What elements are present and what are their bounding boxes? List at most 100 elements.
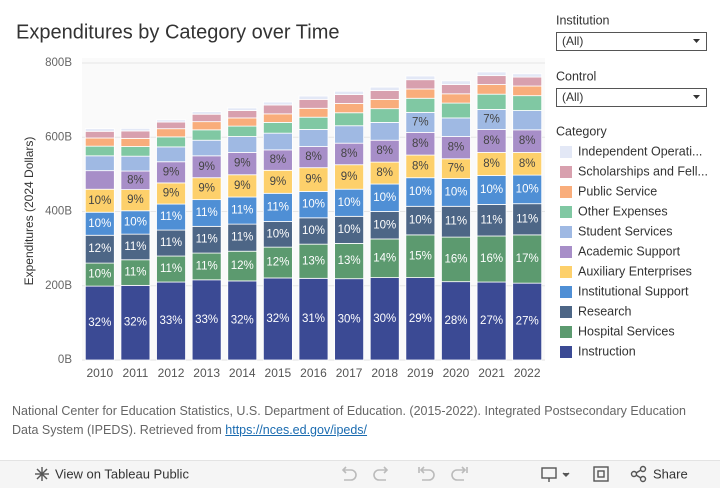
bar-segment <box>156 203 186 231</box>
x-tick-label: 2010 <box>86 366 113 380</box>
download-icon[interactable] <box>541 467 570 482</box>
segment-label: 32% <box>231 314 254 326</box>
share-icon[interactable] <box>630 465 647 483</box>
legend-label: Auxiliary Enterprises <box>578 264 692 278</box>
segment-label: 32% <box>266 313 289 325</box>
bar-segment <box>84 155 115 172</box>
bar-segment <box>334 112 365 127</box>
y-axis-label: Expenditures (2024 Dollars) <box>22 137 36 286</box>
segment-label: 9% <box>341 171 358 183</box>
bar-segment <box>191 129 222 141</box>
bar-segment <box>84 145 115 157</box>
bar-segment <box>298 191 329 219</box>
view-on-tableau[interactable]: View on Tableau Public <box>55 466 189 481</box>
chart-title: Expenditures by Category over Time <box>16 21 340 43</box>
bar-segment <box>84 137 115 147</box>
legend-label: Institutional Support <box>578 284 689 298</box>
bar-segment <box>512 110 543 131</box>
share-button[interactable]: Share <box>653 466 688 481</box>
segment-label: 10% <box>266 228 289 240</box>
bar-segment <box>262 221 293 248</box>
fullscreen-icon[interactable] <box>593 466 609 482</box>
y-tick-label: 800B <box>45 57 72 69</box>
bar-segment <box>227 125 258 137</box>
bar-segment <box>334 90 365 95</box>
legend-label: Instruction <box>578 344 636 358</box>
bar-segment <box>405 75 436 81</box>
x-tick-label: 2012 <box>158 366 185 380</box>
bar-segment <box>191 139 222 157</box>
segment-label: 12% <box>266 257 289 269</box>
segment-label: 11% <box>124 267 146 279</box>
bar-segment <box>262 122 293 134</box>
bar-segment <box>156 255 186 283</box>
bar-segment <box>298 107 329 118</box>
bar-segment <box>512 234 543 284</box>
bar-segment <box>262 192 293 222</box>
filter-value: (All) <box>562 90 583 104</box>
legend-label: Academic Support <box>578 244 681 258</box>
segment-label: 10% <box>88 195 111 207</box>
segment-label: 11% <box>196 234 218 246</box>
bar-segment <box>334 215 365 244</box>
source-link[interactable]: https://nces.ed.gov/ipeds/ <box>225 423 368 437</box>
segment-label: 14% <box>373 252 396 264</box>
segment-label: 10% <box>88 218 111 230</box>
segment-label: 27% <box>480 315 503 327</box>
legend-swatch <box>560 186 572 198</box>
segment-label: 8% <box>376 167 393 179</box>
bar-segment <box>512 282 543 361</box>
bar-segment <box>369 122 400 141</box>
bar-segment <box>227 250 258 282</box>
segment-label: 7% <box>412 116 429 128</box>
bar-segment <box>262 246 293 279</box>
bar-segment <box>84 285 115 361</box>
segment-label: 12% <box>88 243 111 255</box>
x-tick-label: 2017 <box>336 366 363 380</box>
bar-segment <box>405 177 436 207</box>
bar-segment <box>120 137 151 147</box>
bar-segment <box>476 235 507 283</box>
segment-label: 8% <box>519 158 536 170</box>
y-tick-label: 400B <box>45 206 72 218</box>
legend-label: Public Service <box>578 184 657 198</box>
segment-label: 12% <box>231 260 254 272</box>
bar-segment <box>405 88 436 99</box>
bar-segment <box>120 130 151 139</box>
segment-label: 8% <box>412 138 429 150</box>
bar-segment <box>476 71 507 77</box>
segment-label: 11% <box>445 216 467 228</box>
bar-segment <box>191 111 222 115</box>
bar-segment <box>156 119 186 123</box>
segment-label: 27% <box>516 316 539 328</box>
legend-swatch <box>560 226 572 238</box>
bar-segment <box>369 211 400 240</box>
bar-segment <box>227 223 258 252</box>
segment-label: 7% <box>448 163 465 175</box>
bar-segment <box>298 243 329 279</box>
segment-label: 9% <box>234 180 251 192</box>
x-tick-label: 2013 <box>193 366 220 380</box>
segment-label: 13% <box>338 255 361 267</box>
x-tick-label: 2020 <box>443 366 470 380</box>
segment-label: 10% <box>516 183 539 195</box>
filter-value: (All) <box>562 34 583 48</box>
bar-segment <box>84 234 115 264</box>
filter-dropdown[interactable] <box>556 32 707 51</box>
segment-label: 30% <box>338 313 361 325</box>
bar-segment <box>120 146 151 157</box>
bar-segment <box>512 73 543 78</box>
bar-segment <box>441 281 471 361</box>
bar-segment <box>369 98 400 110</box>
bar-segment <box>227 117 258 127</box>
bar-segment <box>84 170 115 190</box>
bar-segment <box>156 128 186 138</box>
bar-segment <box>227 110 258 119</box>
bar-segment <box>262 277 293 361</box>
segment-label: 10% <box>338 224 361 236</box>
filter-dropdown[interactable] <box>556 88 707 107</box>
segment-label: 10% <box>302 199 325 211</box>
bar-segment <box>405 277 436 361</box>
bar-segment <box>156 281 186 361</box>
segment-label: 11% <box>480 214 502 226</box>
